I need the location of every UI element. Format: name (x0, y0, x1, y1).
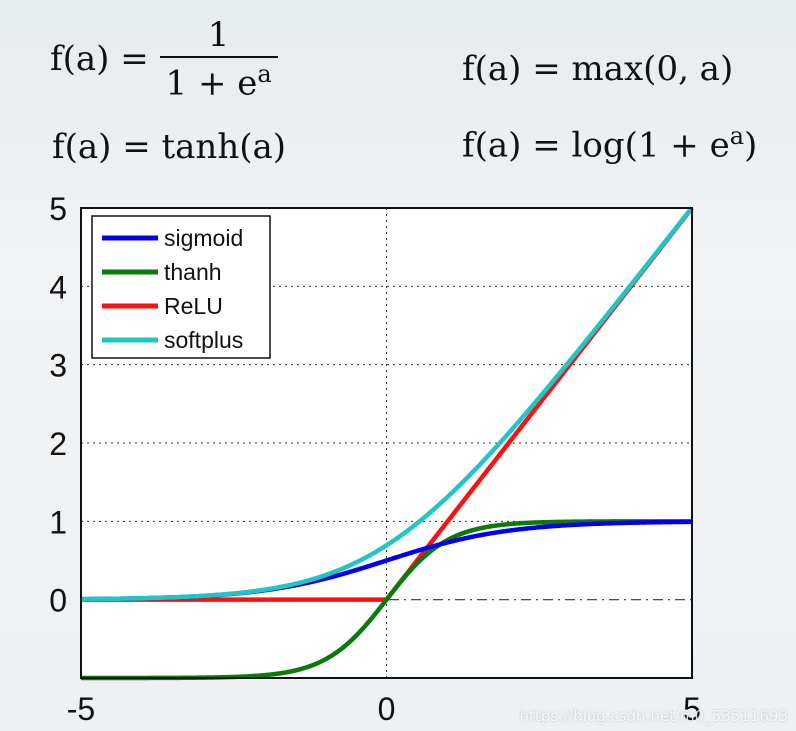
axis-ticks: 0 1 2 3 4 5 -5 0 5 (49, 191, 701, 727)
y-tick-label: 5 (49, 191, 67, 227)
plot-frame (80, 207, 693, 679)
x-tick-label: 5 (683, 691, 701, 727)
legend-label: thanh (164, 259, 222, 285)
formula-sigmoid-lhs: f(a) = (50, 39, 149, 80)
legend: sigmoid thanh ReLU softplus (91, 215, 271, 359)
y-tick-label: 0 (49, 583, 67, 619)
x-tick-label: -5 (67, 691, 95, 727)
formula-tanh: f(a) = tanh(a) (52, 127, 287, 167)
y-tick-label: 3 (49, 348, 67, 384)
formula-relu: f(a) = max(0, a) (462, 49, 734, 89)
formula-sigmoid-denominator: 1 + ea (159, 56, 278, 100)
y-tick-label: 1 (49, 504, 67, 540)
y-tick-label: 4 (49, 269, 67, 305)
legend-label: sigmoid (164, 225, 243, 251)
watermark-text: https://blog.csdn.net/m0_53511693 (519, 707, 788, 725)
legend-label: softplus (164, 327, 243, 353)
formula-sigmoid-exponent: a (257, 60, 272, 88)
legend-label: ReLU (164, 293, 223, 319)
formula-sigmoid-numerator: 1 (207, 15, 230, 55)
x-tick-label: 0 (378, 691, 396, 727)
series-line-softplus (80, 206, 694, 602)
formula-sigmoid-fraction: 1 1 + ea (159, 15, 278, 100)
y-tick-label: 2 (49, 426, 67, 462)
formula-softplus: f(a) = log(1 + ea) (462, 122, 758, 166)
formula-sigmoid: f(a) = 1 1 + ea (50, 18, 278, 100)
formula-softplus-exponent: a (729, 122, 745, 150)
